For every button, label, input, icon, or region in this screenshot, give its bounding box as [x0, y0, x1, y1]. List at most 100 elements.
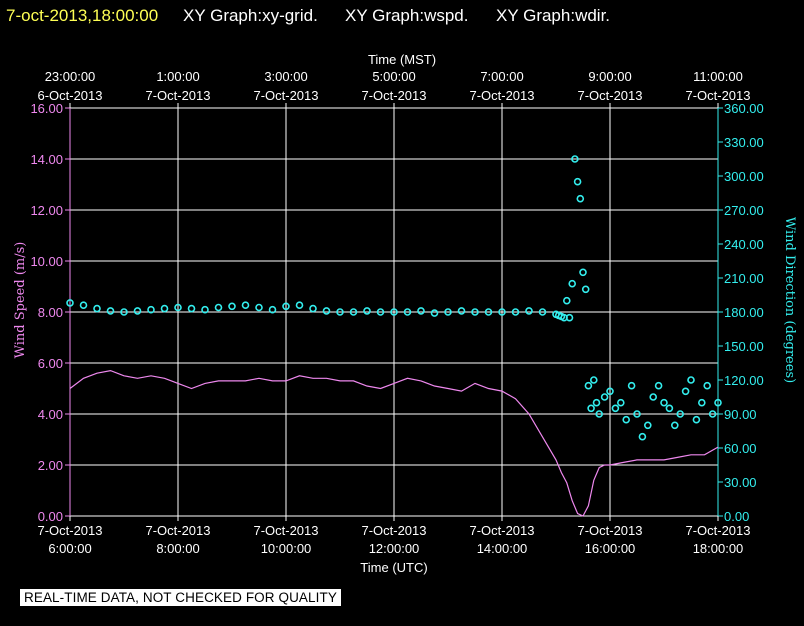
- wind-direction-point: [174, 303, 182, 312]
- bottom-tick-date-4: 7-Oct-2013: [469, 523, 534, 538]
- top-tick-time-2: 3:00:00: [264, 69, 307, 84]
- left-tick-label-6: 12.00: [30, 203, 63, 218]
- grid: [70, 108, 718, 516]
- top-tick-time-0: 23:00:00: [45, 69, 96, 84]
- bottom-tick-date-3: 7-Oct-2013: [361, 523, 426, 538]
- left-tick-label-4: 8.00: [38, 305, 63, 320]
- top-tick-time-6: 11:00:00: [693, 69, 743, 84]
- right-tick-label-5: 150.00: [724, 339, 764, 354]
- wind-direction-point: [309, 304, 317, 313]
- right-tick-label-8: 240.00: [724, 237, 764, 252]
- wind-direction-point: [511, 308, 520, 316]
- wind-direction-point: [611, 404, 620, 413]
- wind-direction-point: [568, 279, 577, 288]
- top-tick-time-5: 9:00:00: [588, 69, 631, 84]
- wind-direction-point: [430, 309, 439, 317]
- right-axis-label: Wind Direction (degrees): [782, 217, 797, 383]
- wind-direction-point: [322, 307, 331, 315]
- wind-direction-point: [403, 308, 412, 316]
- tick-labels: 0.00 2.00 4.00 6.00 8.00 10.00 12.00 14.00 16.00…: [30, 69, 763, 556]
- wind-direction-point: [595, 410, 604, 418]
- wind-direction-point: [676, 410, 685, 418]
- right-tick-label-1: 30.00: [724, 475, 757, 490]
- bottom-tick-time-4: 14:00:00: [477, 541, 528, 556]
- series-group: [66, 155, 722, 517]
- wind-direction-point: [538, 308, 547, 316]
- wind-direction-point: [576, 194, 585, 203]
- right-tick-label-4: 120.00: [724, 373, 764, 388]
- wind-direction-point: [349, 308, 358, 316]
- wind-direction-point: [681, 387, 690, 396]
- wind-direction-point: [708, 410, 717, 418]
- wind-direction-point: [282, 302, 290, 311]
- wind-direction-point: [376, 308, 385, 316]
- top-tick-date-2: 7-Oct-2013: [253, 88, 318, 103]
- wind-direction-point: [649, 393, 658, 401]
- wind-direction-point: [581, 285, 590, 294]
- wind-direction-point: [241, 301, 250, 310]
- wind-direction-point: [457, 307, 466, 315]
- wind-direction-point: [714, 398, 722, 407]
- wind-direction-point: [444, 308, 452, 316]
- right-tick-label-6: 180.00: [724, 305, 764, 320]
- left-tick-label-1: 2.00: [38, 458, 63, 473]
- top-tick-time-1: 1:00:00: [156, 69, 199, 84]
- header-title-wdir: XY Graph:wdir.: [496, 6, 610, 25]
- right-tick-label-10: 300.00: [724, 169, 764, 184]
- wind-direction-point: [498, 308, 506, 316]
- wind-direction-point: [616, 398, 625, 407]
- bottom-tick-date-1: 7-Oct-2013: [145, 523, 210, 538]
- header-title-wspd: XY Graph:wspd.: [345, 6, 468, 25]
- bottom-tick-time-6: 18:00:00: [693, 541, 744, 556]
- wind-direction-point: [606, 387, 614, 396]
- wind-direction-point: [565, 313, 574, 322]
- left-tick-label-2: 4.00: [38, 407, 63, 422]
- wind-direction-point: [525, 307, 533, 315]
- top-tick-date-6: 7-Oct-2013: [685, 88, 750, 103]
- wind-direction-point: [471, 308, 479, 316]
- top-tick-date-5: 7-Oct-2013: [577, 88, 642, 103]
- wind-direction-point: [660, 398, 668, 407]
- top-axis-label: Time (MST): [368, 52, 436, 67]
- wind-direction-point: [133, 307, 142, 315]
- wind-direction-point: [363, 307, 371, 315]
- wind-direction-point: [670, 421, 679, 430]
- top-tick-date-1: 7-Oct-2013: [145, 88, 210, 103]
- wind-direction-point: [600, 393, 609, 401]
- left-axis-label: Wind Speed (m/s): [13, 242, 28, 359]
- wind-direction-point: [295, 301, 304, 310]
- top-tick-time-3: 5:00:00: [372, 69, 415, 84]
- wind-direction-point: [562, 296, 571, 305]
- wind-direction-point: [622, 415, 631, 424]
- left-tick-label-0: 0.00: [38, 509, 63, 524]
- wind-direction-point: [214, 303, 223, 312]
- wind-direction-point: [79, 301, 88, 310]
- wind-direction-point: [633, 410, 641, 418]
- wind-direction-point: [160, 304, 169, 313]
- wind-direction-point: [201, 305, 209, 314]
- top-tick-date-0: 6-Oct-2013: [37, 88, 102, 103]
- wind-direction-point: [390, 308, 398, 316]
- wind-direction-point: [703, 381, 712, 390]
- wind-direction-point: [627, 381, 636, 390]
- bottom-tick-date-6: 7-Oct-2013: [685, 523, 750, 538]
- wind-direction-point: [93, 304, 101, 313]
- wind-direction-point: [187, 304, 196, 313]
- top-tick-time-4: 7:00:00: [480, 69, 523, 84]
- left-tick-label-7: 14.00: [30, 152, 63, 167]
- left-tick-label-3: 6.00: [38, 356, 63, 371]
- top-tick-date-4: 7-Oct-2013: [469, 88, 534, 103]
- bottom-tick-time-1: 8:00:00: [156, 541, 199, 556]
- wind-direction-point: [255, 303, 263, 312]
- bottom-tick-date-2: 7-Oct-2013: [253, 523, 318, 538]
- quality-notice: REAL-TIME DATA, NOT CHECKED FOR QUALITY: [20, 589, 341, 606]
- wind-direction-point: [579, 268, 587, 277]
- bottom-tick-time-2: 10:00:00: [261, 541, 312, 556]
- wind-direction-point: [665, 404, 674, 413]
- bottom-axis-label: Time (UTC): [360, 560, 427, 575]
- wind-direction-point: [587, 404, 595, 413]
- wind-direction-point: [120, 308, 128, 316]
- right-tick-label-7: 210.00: [724, 271, 764, 286]
- wind-direction-point: [697, 398, 706, 407]
- wind-direction-point: [643, 421, 652, 430]
